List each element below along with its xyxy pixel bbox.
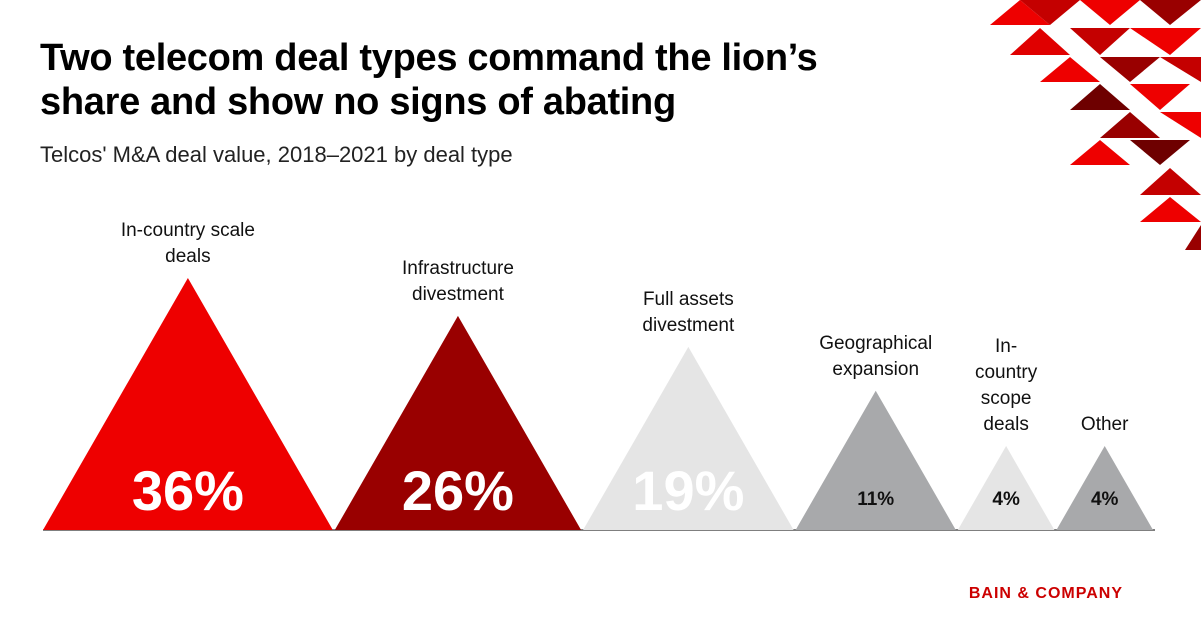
category-label: Infrastructure divestment [401, 257, 514, 305]
triangle [334, 315, 582, 530]
triangle [43, 278, 333, 530]
triangle [1056, 446, 1154, 530]
category-label: In-country scale deals [120, 220, 255, 267]
decoration [990, 0, 1201, 250]
category-label: Full assets divestment [642, 288, 735, 336]
category-label: Other [1080, 414, 1129, 435]
chart-title: Two telecom deal types command the lion’… [40, 37, 818, 123]
value-label: 36% [132, 459, 244, 522]
brand-logo: BAIN & COMPANY [968, 585, 1123, 602]
value-label: 4% [1091, 489, 1119, 510]
triangle [957, 446, 1055, 530]
triangle [795, 390, 956, 530]
value-label: 19% [632, 459, 744, 522]
value-label: 4% [992, 489, 1020, 510]
value-label: 11% [857, 489, 894, 510]
chart-subtitle: Telcos' M&A deal value, 2018–2021 by dea… [40, 142, 513, 167]
value-label: 26% [402, 459, 514, 522]
triangle [583, 346, 794, 530]
category-label: In-country scope deals [974, 336, 1038, 435]
category-label: Geographical expansion [819, 332, 933, 380]
